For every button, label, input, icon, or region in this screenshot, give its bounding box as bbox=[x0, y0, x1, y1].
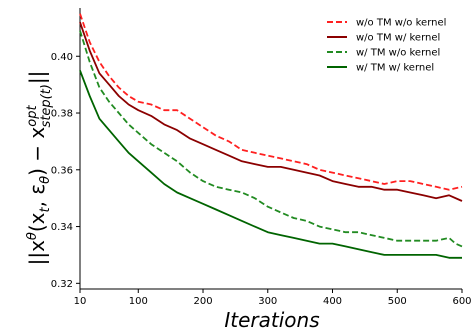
y-axis-title: ||xθ(xt, εθ) − xoptstep(t)|| bbox=[25, 71, 54, 266]
series-layer bbox=[79, 13, 463, 259]
series-line-3 bbox=[79, 30, 463, 248]
x-tick-label: 10 bbox=[74, 296, 87, 307]
y-axis-title-part: t bbox=[38, 206, 53, 212]
y-axis-title-part: , ε bbox=[25, 184, 49, 208]
legend: w/o TM w/o kernel w/o TM w/ kernel w/ TM w… bbox=[327, 18, 446, 74]
y-axis-title-part: θ bbox=[38, 176, 53, 184]
series-line-1 bbox=[79, 13, 463, 191]
x-axis-title: Iterations bbox=[224, 308, 319, 332]
x-tick-label: 100 bbox=[129, 296, 148, 307]
y-axis-title-part: ||x bbox=[25, 240, 49, 265]
y-axis-title-part: ) − x bbox=[25, 127, 49, 176]
legend-label: w/ TM w/ kernel bbox=[356, 63, 434, 74]
series-line-4 bbox=[79, 70, 462, 259]
y-tick-label: 0.40 bbox=[51, 52, 73, 63]
y-tick-label: 0.36 bbox=[51, 165, 73, 176]
y-axis-title-part: opt bbox=[25, 105, 40, 127]
y-axis-title-part: (x bbox=[25, 212, 49, 232]
x-tick-label: 200 bbox=[193, 296, 212, 307]
y-tick-label: 0.32 bbox=[51, 279, 73, 290]
y-tick-label: 0.34 bbox=[51, 222, 73, 233]
y-axis-title-part: step(t) bbox=[39, 84, 54, 127]
y-axis-title-part: θ bbox=[25, 232, 40, 240]
x-tick-label: 400 bbox=[323, 296, 342, 307]
series-line-2 bbox=[79, 21, 463, 202]
x-ticks: 10 100 200 300 400 500 600 bbox=[74, 289, 472, 307]
legend-label: w/o TM w/o kernel bbox=[356, 18, 446, 29]
x-tick-label: 300 bbox=[258, 296, 277, 307]
x-tick-label: 600 bbox=[452, 296, 471, 307]
legend-label: w/o TM w/ kernel bbox=[356, 33, 440, 44]
legend-label: w/ TM w/o kernel bbox=[356, 48, 440, 59]
y-ticks: 0.32 0.34 0.36 0.38 0.40 bbox=[51, 52, 80, 290]
x-tick-label: 500 bbox=[388, 296, 407, 307]
y-axis-title-part: || bbox=[25, 71, 49, 84]
y-tick-label: 0.38 bbox=[51, 109, 73, 120]
axes bbox=[79, 8, 462, 290]
